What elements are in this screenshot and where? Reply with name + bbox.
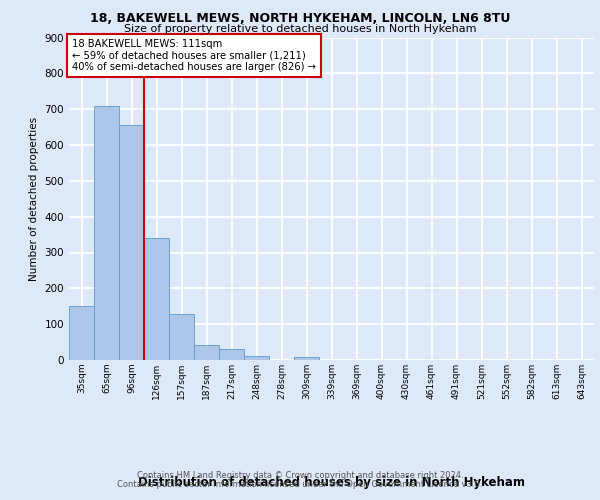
Text: Contains public sector information licensed under the Open Government Licence v3: Contains public sector information licen…	[118, 480, 482, 489]
Bar	[244, 356, 269, 360]
Bar	[94, 106, 119, 360]
Bar	[194, 345, 219, 360]
Bar	[144, 238, 169, 360]
Text: Contains HM Land Registry data © Crown copyright and database right 2024.: Contains HM Land Registry data © Crown c…	[137, 471, 463, 480]
Y-axis label: Number of detached properties: Number of detached properties	[29, 116, 39, 281]
Text: Size of property relative to detached houses in North Hykeham: Size of property relative to detached ho…	[124, 24, 476, 34]
Bar	[119, 126, 144, 360]
Bar	[294, 357, 319, 360]
X-axis label: Distribution of detached houses by size in North Hykeham: Distribution of detached houses by size …	[138, 476, 525, 488]
Bar	[69, 306, 94, 360]
Text: 18 BAKEWELL MEWS: 111sqm
← 59% of detached houses are smaller (1,211)
40% of sem: 18 BAKEWELL MEWS: 111sqm ← 59% of detach…	[71, 39, 316, 72]
Bar	[219, 349, 244, 360]
Text: 18, BAKEWELL MEWS, NORTH HYKEHAM, LINCOLN, LN6 8TU: 18, BAKEWELL MEWS, NORTH HYKEHAM, LINCOL…	[90, 12, 510, 26]
Bar	[169, 314, 194, 360]
